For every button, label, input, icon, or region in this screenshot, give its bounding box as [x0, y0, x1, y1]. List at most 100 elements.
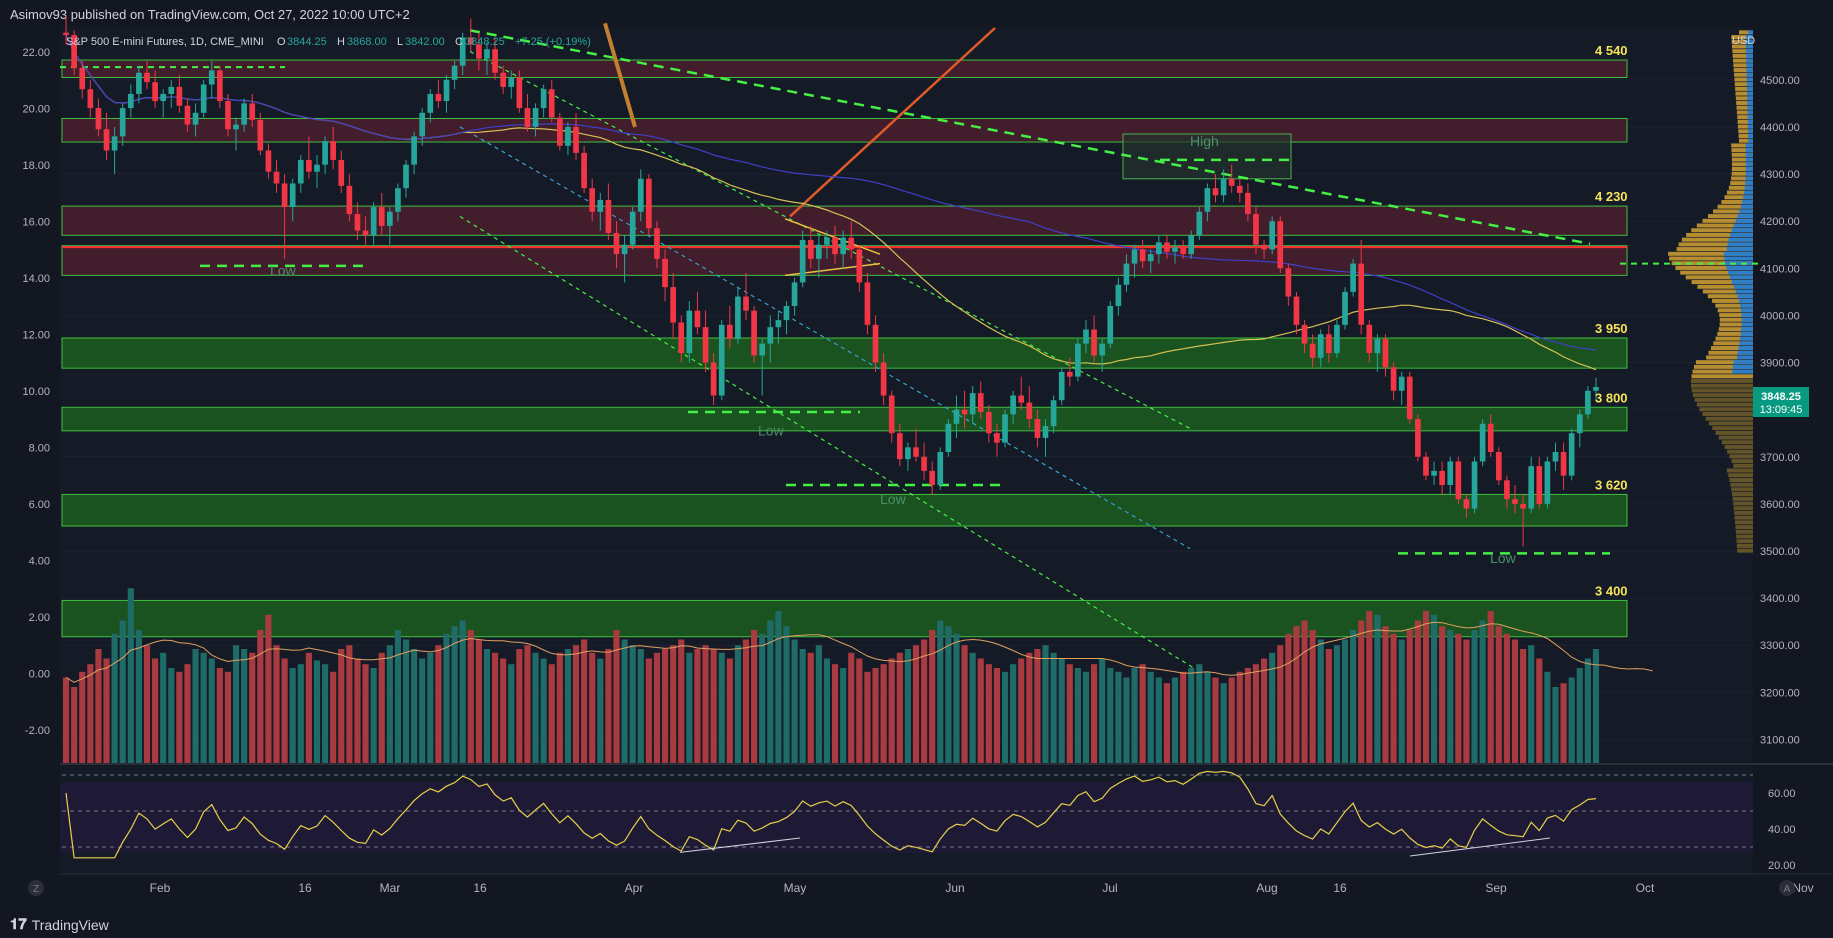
volume-profile-bar: [1717, 331, 1753, 336]
zone-2: [61, 205, 1628, 236]
volume-profile-bar: [1691, 280, 1753, 285]
volume-profile-bar: [1738, 298, 1753, 303]
candle-body: [799, 240, 806, 283]
candle-body: [1156, 242, 1162, 255]
volume-bar: [734, 645, 741, 763]
volume-bar: [1325, 649, 1332, 763]
volume-bar: [572, 645, 580, 763]
price-axis-label: 3100.00: [1760, 734, 1800, 746]
svg-text:C: C: [455, 36, 463, 48]
left-axis-label: 14.00: [22, 273, 50, 285]
candle-body: [573, 126, 579, 153]
candle-body: [1285, 268, 1292, 297]
candle-body: [751, 310, 757, 356]
volume-profile-bar: [1717, 308, 1753, 313]
candle-body: [387, 211, 393, 226]
volume-bar: [192, 649, 199, 763]
price-axis-label: 3300.00: [1760, 640, 1800, 652]
volume-profile-bar: [1736, 534, 1753, 539]
volume-profile-bar: [1745, 176, 1753, 181]
zone-label: 3 950: [1595, 321, 1628, 336]
candle-body: [200, 84, 207, 113]
volume-profile-bar: [1721, 199, 1753, 204]
candle-body: [314, 164, 320, 172]
volume-bar: [1050, 652, 1057, 763]
annotation-label: High: [1190, 133, 1219, 149]
left-axis-label: 12.00: [22, 330, 50, 342]
main-downtrend-line: [469, 29, 1591, 246]
price-axis-label: 4000.00: [1760, 310, 1800, 322]
volume-bar: [135, 630, 142, 763]
volume-bar: [864, 671, 871, 763]
volume-bar: [1390, 633, 1397, 763]
candle-body: [435, 93, 442, 102]
candle-body: [905, 447, 911, 460]
volume-profile-bar: [1745, 171, 1753, 176]
volume-profile-bar: [1744, 185, 1753, 190]
volume-bar: [945, 626, 952, 763]
candle-body: [1366, 324, 1373, 354]
candle-body: [1277, 221, 1284, 269]
volume-profile-bar: [1718, 327, 1753, 332]
volume-profile-bar: [1685, 275, 1753, 280]
candle-body: [1261, 244, 1267, 250]
volume-bar: [929, 630, 936, 763]
candle-body: [459, 37, 466, 66]
volume-bar: [1066, 664, 1073, 763]
candle-body: [1439, 470, 1445, 486]
volume-bar: [168, 668, 175, 763]
candle-body: [225, 101, 231, 130]
svg-text:A: A: [1784, 884, 1791, 895]
volume-profile-bar: [1735, 91, 1753, 96]
volume-profile-bar: [1738, 138, 1753, 143]
candle-body: [767, 327, 774, 344]
volume-bar: [1447, 630, 1454, 763]
volume-bar: [1374, 614, 1381, 763]
volume-bar: [661, 649, 669, 763]
volume-profile-bar: [1740, 336, 1753, 341]
candle-body: [848, 237, 855, 250]
volume-profile-bar: [1676, 247, 1753, 252]
volume-bar: [1228, 677, 1235, 763]
volume-bar: [880, 664, 887, 763]
volume-bar: [532, 652, 539, 763]
candle-body: [1560, 452, 1567, 476]
wedge-upper: [784, 218, 881, 255]
volume-bar: [1155, 677, 1162, 763]
tradingview-logo[interactable]: 𝟏𝟕 TradingView: [10, 916, 109, 933]
time-axis-label: Apr: [625, 881, 644, 895]
volume-profile-bar: [1730, 482, 1753, 487]
auto-scale-button[interactable]: [1779, 880, 1795, 896]
volume-bar: [257, 630, 264, 763]
candle-body: [346, 185, 353, 215]
volume-bar: [1568, 677, 1575, 763]
volume-bar: [1082, 671, 1090, 763]
volume-bar: [411, 649, 418, 763]
volume-bar: [289, 668, 296, 763]
volume-bar: [297, 664, 304, 763]
price-axis-label: 4500.00: [1760, 75, 1800, 87]
zoom-button[interactable]: [28, 880, 44, 896]
volume-profile-bar: [1747, 91, 1753, 96]
volume-profile-bar: [1733, 68, 1753, 73]
left-axis-label: 6.00: [29, 499, 50, 511]
candle-body: [702, 327, 709, 363]
candle-body: [937, 452, 944, 486]
volume-profile-bar: [1737, 115, 1753, 120]
chart-svg[interactable]: Low Low Low High Low 4 540 4 230 3 950 3 800 3 6…: [0, 0, 1833, 908]
volume-profile-bar: [1735, 520, 1753, 525]
price-axis-label: 4300.00: [1760, 169, 1800, 181]
volume-bar: [1204, 671, 1211, 763]
candle-body: [1415, 419, 1421, 457]
volume-profile-bar: [1728, 237, 1753, 242]
candle-body: [864, 282, 871, 325]
volume-bar: [678, 639, 685, 763]
volume-bar: [273, 645, 280, 763]
volume-bar: [435, 645, 442, 763]
candle-body: [1050, 400, 1057, 427]
volume-profile-bar: [1718, 435, 1753, 440]
volume-profile-bar: [1733, 506, 1753, 511]
volume-bar: [1309, 630, 1316, 763]
candle-body: [1245, 192, 1251, 215]
fan-line: [603, 22, 637, 128]
